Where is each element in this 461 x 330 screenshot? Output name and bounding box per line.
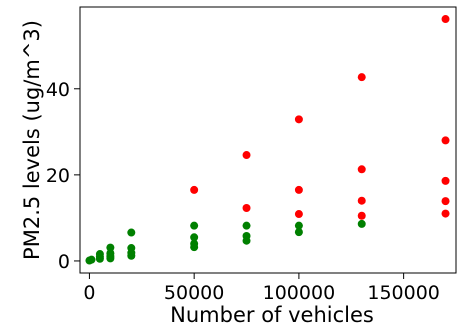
data-point <box>441 15 450 24</box>
axes: 0 50000 100000 150000 0 20 40 <box>46 6 457 304</box>
y-tick-label: 0 <box>58 251 70 273</box>
plot-frame <box>79 6 457 274</box>
x-tick-label: 50000 <box>164 282 224 304</box>
data-point <box>294 221 303 230</box>
data-point <box>441 209 450 218</box>
data-point <box>357 73 366 82</box>
data-point <box>441 197 450 206</box>
y-tick-label: 20 <box>46 165 70 187</box>
data-point <box>357 211 366 220</box>
data-point <box>441 136 450 145</box>
data-point <box>106 243 115 252</box>
data-point <box>294 185 303 194</box>
data-point <box>127 228 136 237</box>
data-point <box>294 210 303 219</box>
y-tick-label: 40 <box>46 79 70 101</box>
data-point <box>190 239 199 248</box>
data-point <box>95 250 104 259</box>
data-point <box>357 165 366 174</box>
data-point <box>190 185 199 194</box>
data-point <box>357 196 366 205</box>
data-point <box>357 219 366 228</box>
x-tick-label: 0 <box>83 282 95 304</box>
data-point <box>87 255 96 264</box>
x-tick-label: 150000 <box>367 282 440 304</box>
data-point <box>242 221 251 230</box>
data-point <box>441 176 450 185</box>
data-point <box>190 221 199 230</box>
plot-area <box>85 15 450 265</box>
data-point <box>294 115 303 124</box>
y-axis-title: PM2.5 levels (ug/m^3) <box>20 20 44 260</box>
data-point <box>242 231 251 240</box>
data-point <box>106 249 115 258</box>
data-point <box>190 233 199 242</box>
data-point <box>127 244 136 253</box>
data-point <box>294 228 303 237</box>
data-point <box>242 204 251 213</box>
x-axis-title: Number of vehicles <box>170 303 374 327</box>
x-tick-label: 100000 <box>263 282 336 304</box>
data-point <box>242 151 251 160</box>
